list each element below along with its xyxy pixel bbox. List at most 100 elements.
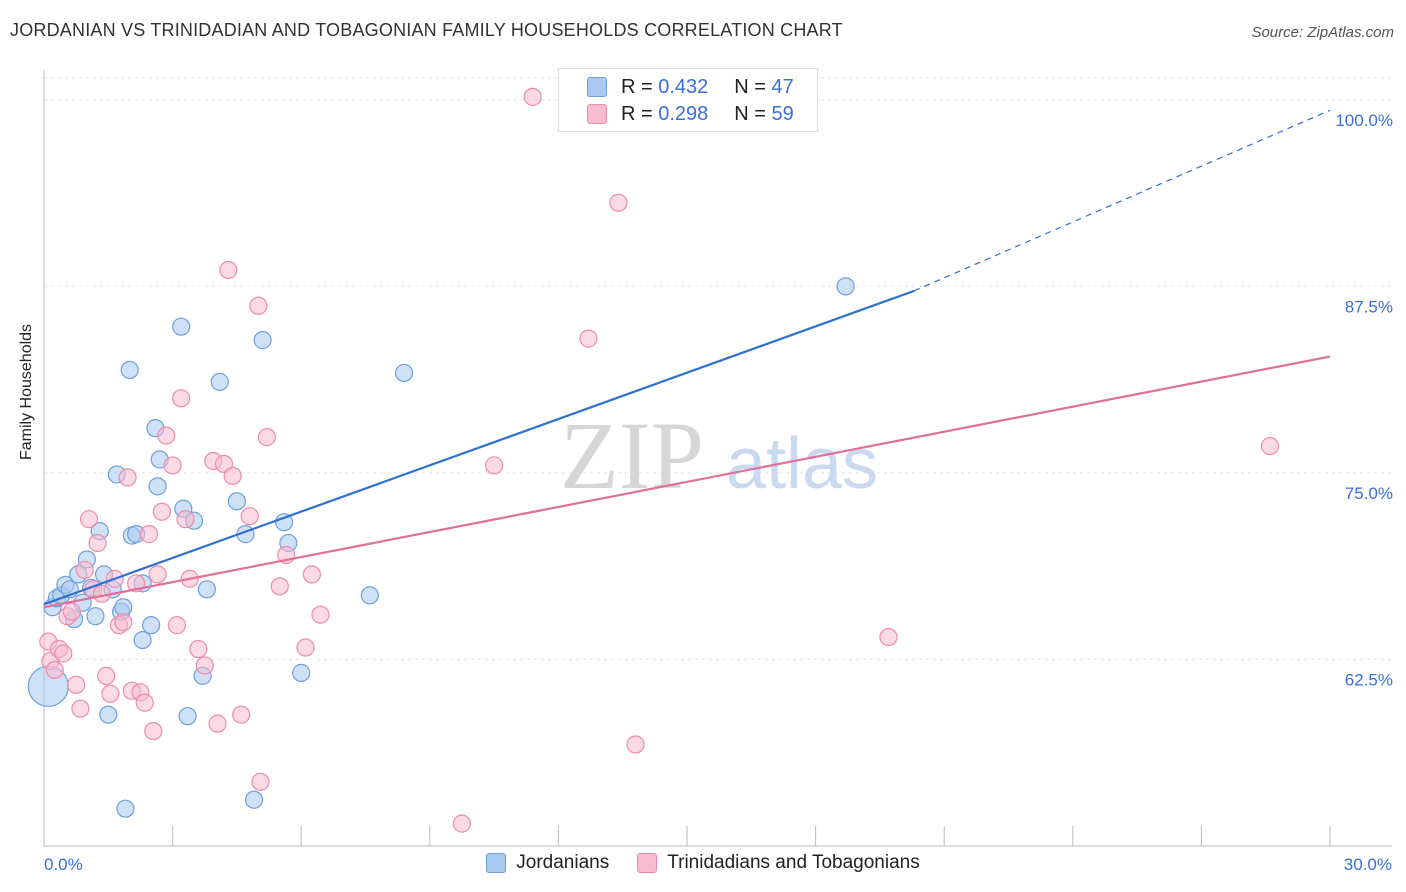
y-axis-label: Family Households xyxy=(18,323,35,460)
trinidadian-point xyxy=(45,660,64,680)
jordanian-point xyxy=(292,663,311,682)
legend-r-label: R = xyxy=(621,75,653,98)
jordanian-point xyxy=(197,580,216,599)
trinidadian-point xyxy=(311,605,330,624)
legend-n-value: 47 xyxy=(771,75,794,98)
jordanian-point xyxy=(227,492,246,511)
trinidadian-point xyxy=(232,705,251,724)
legend-row-jordanians: R = 0.432 N = 47 xyxy=(587,75,794,99)
trinidadian-point xyxy=(114,613,133,632)
tick-labels: 62.5% 75.0% 87.5% 100.0% 0.0% 30.0% xyxy=(44,111,1393,874)
trinidadian-point xyxy=(523,87,542,106)
trinidadian-point xyxy=(452,814,472,833)
trinidadian-point xyxy=(257,428,277,447)
trinidadian-point xyxy=(223,466,242,486)
trinidadian-point xyxy=(163,456,182,475)
y-tick-label: 100.0% xyxy=(1335,111,1393,130)
correlation-legend: R = 0.432 N = 47 R = 0.298 N = 59 xyxy=(558,68,818,132)
jordanian-point xyxy=(274,513,294,532)
y-tick-label: 62.5% xyxy=(1345,670,1393,689)
legend-r-value: 0.432 xyxy=(658,75,709,98)
watermark: ZIP atlas xyxy=(560,402,878,509)
trinidadian-point xyxy=(54,644,73,663)
trinidadian-point xyxy=(97,666,116,685)
jordanian-point xyxy=(178,707,197,726)
y-tick-label: 87.5% xyxy=(1345,297,1393,316)
trinidadian-point xyxy=(302,565,322,584)
legend-item-trinidadians[interactable]: Trinidadians and Tobagonians xyxy=(637,852,920,874)
jordanian-point xyxy=(99,705,118,724)
jordanian-point xyxy=(120,360,139,380)
trinidadian-point xyxy=(1260,436,1280,456)
trinidadian-point xyxy=(157,426,176,445)
legend-n-label: N = xyxy=(734,102,766,125)
trinidadian-point xyxy=(176,510,195,529)
jordanian-point xyxy=(360,586,379,605)
trinidadian-point xyxy=(167,616,186,635)
grid-lines xyxy=(44,77,1392,660)
trinidadian-point xyxy=(189,639,208,659)
legend-swatch-trinidadians xyxy=(587,104,607,124)
jordanian-point xyxy=(836,277,855,296)
y-tick-label: 75.0% xyxy=(1345,484,1393,503)
jordanian-point xyxy=(172,317,191,336)
legend-row-trinidadians: R = 0.298 N = 59 xyxy=(587,102,794,126)
trinidadian-point xyxy=(208,714,227,733)
legend-label-jordanians: Jordanians xyxy=(516,852,610,873)
trinidadian-point xyxy=(101,684,120,703)
trinidadian-point xyxy=(296,638,315,657)
trinidadian-point xyxy=(219,260,238,280)
jordanian-point xyxy=(148,477,167,496)
trinidadian-point xyxy=(75,560,94,580)
trinidadian-point xyxy=(172,389,191,408)
trinidadian-point xyxy=(879,627,898,647)
trinidadian-point xyxy=(609,193,628,212)
trinidadian-point xyxy=(249,296,268,315)
trinidadian-point xyxy=(626,735,645,754)
jordanian-point xyxy=(142,616,161,635)
trinidadian-point xyxy=(144,721,163,741)
legend-swatch-jordanians xyxy=(587,77,607,97)
chart-title: JORDANIAN VS TRINIDADIAN AND TOBAGONIAN … xyxy=(10,20,843,40)
series-legend: Jordanians Trinidadians and Tobagonians xyxy=(0,852,1406,874)
jordanian-point xyxy=(244,790,264,809)
legend-n-label: N = xyxy=(734,75,766,98)
jordanian-point xyxy=(210,372,229,391)
x-tick-label: 0.0% xyxy=(44,855,83,874)
trinidadian-point xyxy=(148,565,167,584)
legend-label-trinidadians: Trinidadians and Tobagonians xyxy=(667,852,920,873)
watermark-zip: ZIP xyxy=(560,402,704,509)
trinidadian-point xyxy=(79,510,99,529)
x-tick-label: 30.0% xyxy=(1344,855,1392,874)
trinidadian-point xyxy=(270,577,289,596)
legend-swatch-trinidadians xyxy=(637,853,658,873)
trinidadian-point xyxy=(251,772,270,791)
legend-n-value: 59 xyxy=(771,102,794,125)
trinidadian-point xyxy=(62,602,81,621)
jordanian-point xyxy=(116,799,135,818)
legend-item-jordanians[interactable]: Jordanians xyxy=(486,852,609,874)
axes xyxy=(43,70,1392,847)
legend-swatch-jordanians xyxy=(486,853,507,873)
jordanian-trend-line xyxy=(43,289,915,606)
jordanian-point xyxy=(394,363,414,383)
trend-lines xyxy=(43,109,1331,609)
jordanian-trend-extension xyxy=(913,109,1331,292)
legend-r-label: R = xyxy=(621,102,653,125)
trinidadian-point xyxy=(88,533,107,553)
trinidadian-point xyxy=(67,675,86,694)
trinidadian-point xyxy=(485,456,504,475)
watermark-atlas: atlas xyxy=(726,424,878,504)
trinidadian-point xyxy=(195,656,214,675)
trinidadian-point xyxy=(139,525,159,544)
data-points xyxy=(27,87,1280,833)
trinidadian-point xyxy=(118,468,137,487)
source-label: Source: ZipAtlas.com xyxy=(1251,24,1394,41)
jordanian-point xyxy=(253,331,272,350)
trinidadian-point xyxy=(240,507,259,526)
trinidadian-point xyxy=(152,502,171,521)
trinidadian-trend-line xyxy=(43,355,1331,609)
jordanian-point xyxy=(133,630,152,650)
trinidadian-point xyxy=(135,693,154,712)
